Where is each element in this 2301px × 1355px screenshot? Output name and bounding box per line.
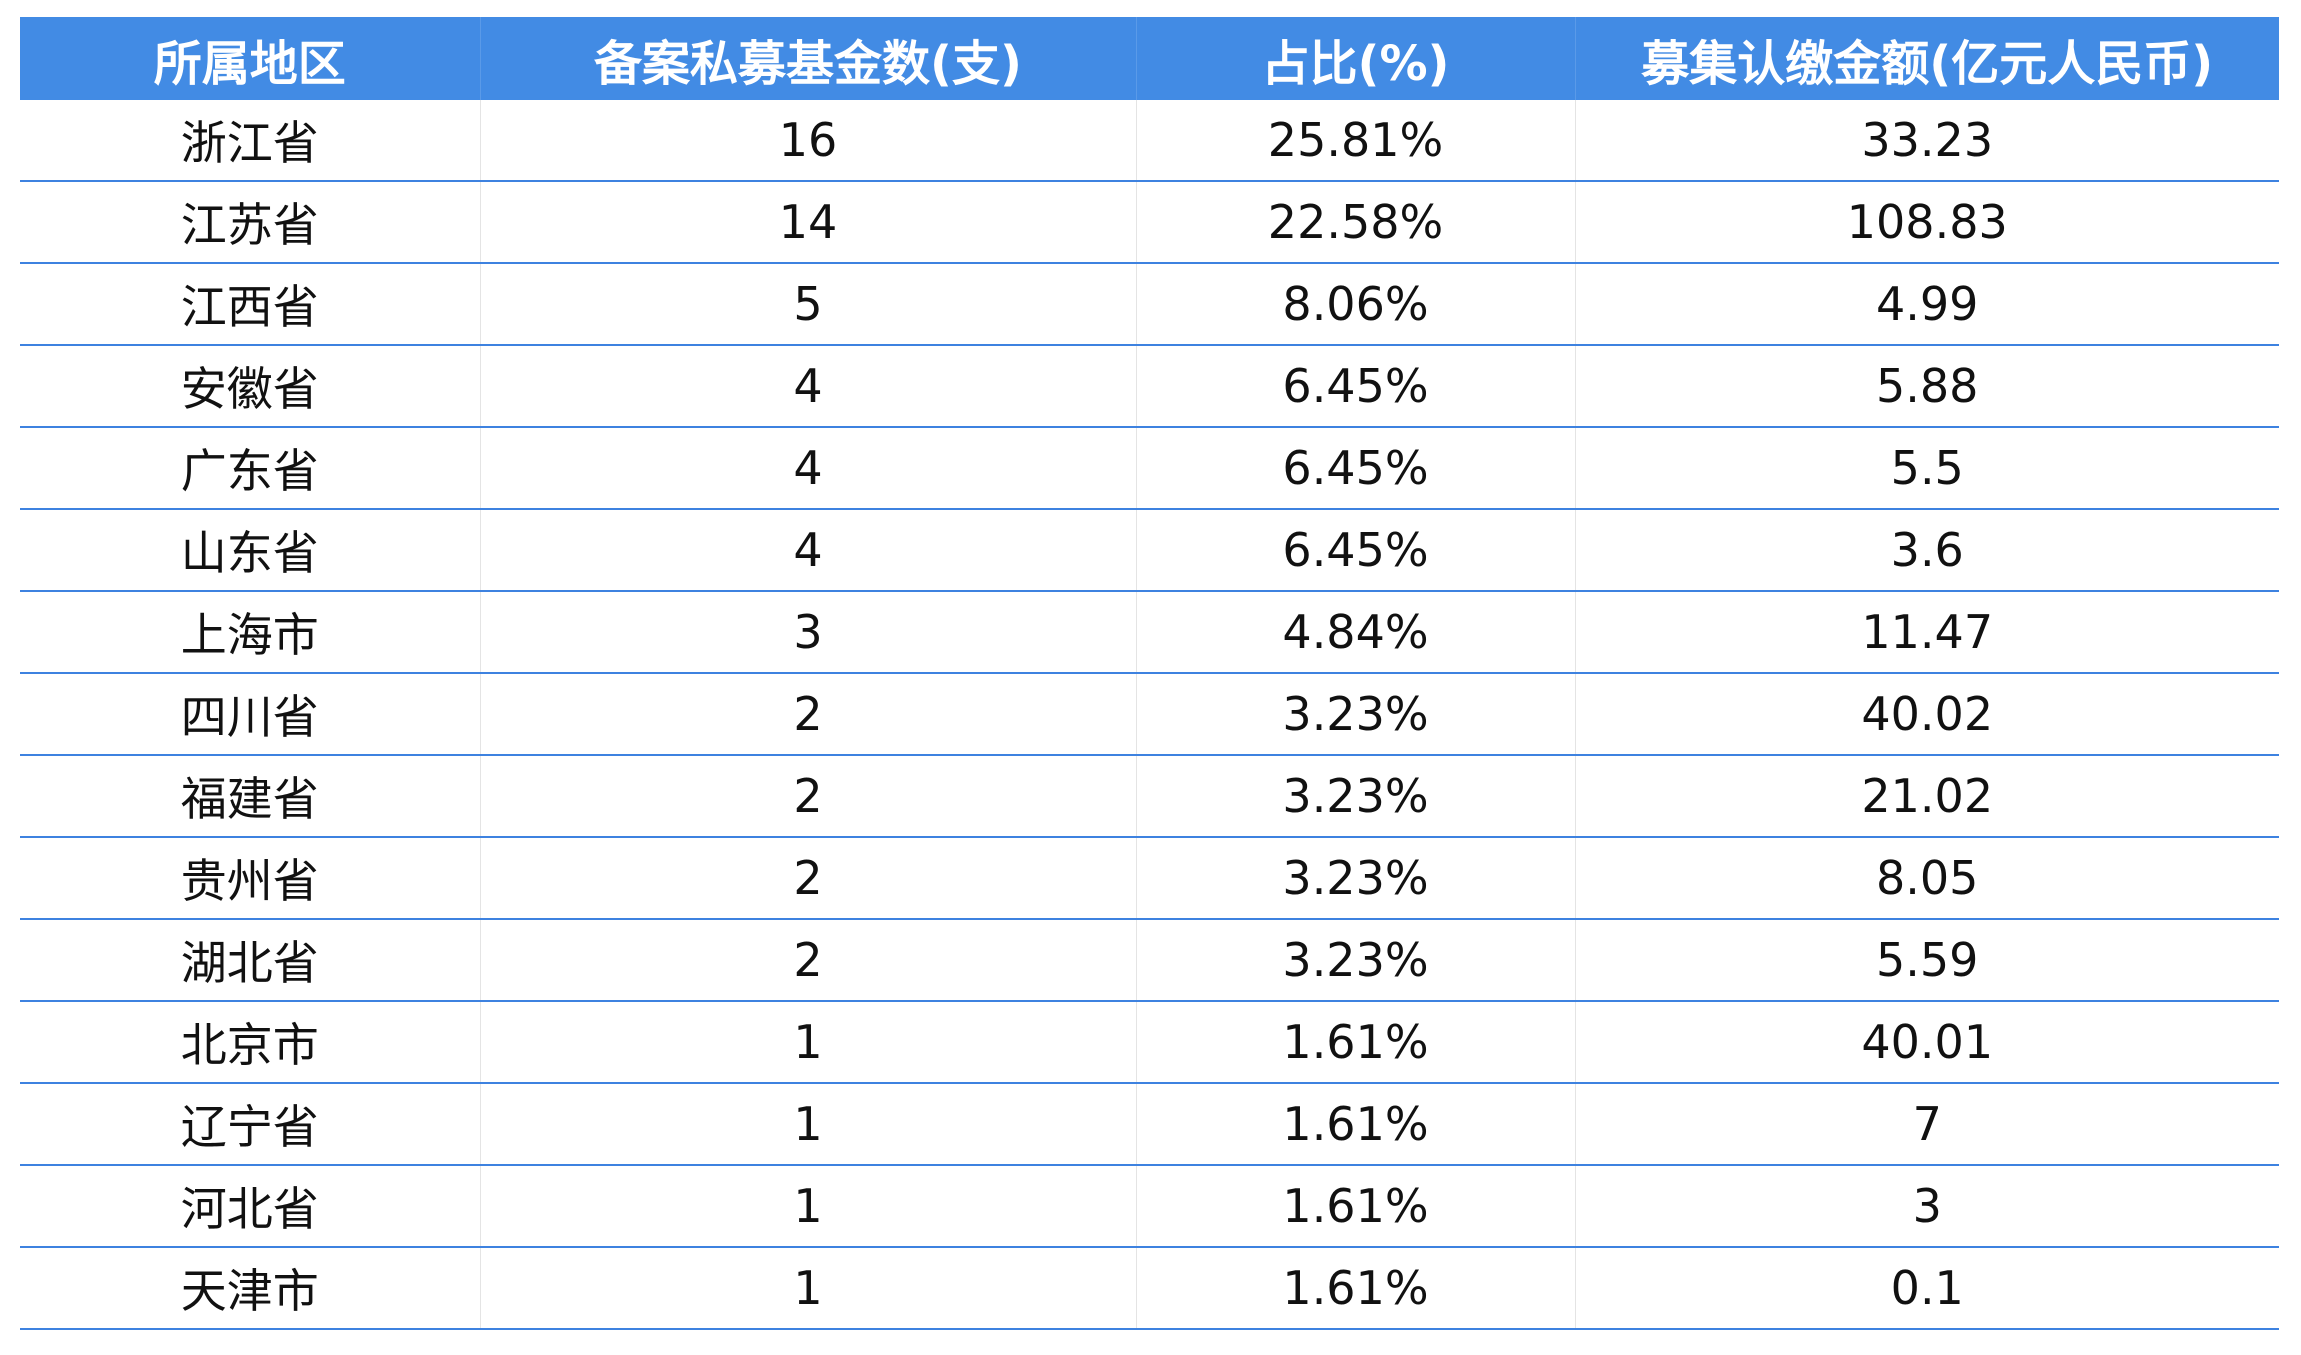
table-cell: 2: [480, 837, 1137, 920]
data-table: 所属地区 备案私募基金数(支) 占比(%) 募集认缴金额(亿元人民币) 浙江省 16 25…: [20, 17, 2279, 1330]
table-row: 河北省 1 1.61% 3: [20, 1165, 2279, 1248]
table-cell: 上海市: [20, 591, 481, 674]
table-row: 天津市 1 1.61% 0.1: [20, 1247, 2279, 1330]
table-cell: 广东省: [20, 427, 481, 510]
table-row: 上海市 3 4.84% 11.47: [20, 591, 2279, 674]
table-cell: 3: [480, 591, 1137, 674]
table-cell: 贵州省: [20, 837, 481, 920]
table-cell: 1.61%: [1136, 1001, 1576, 1084]
table-cell: 3: [1575, 1165, 2279, 1248]
table-cell: 2: [480, 919, 1137, 1002]
table-cell: 14: [480, 181, 1137, 264]
table-row: 贵州省 2 3.23% 8.05: [20, 837, 2279, 920]
table-cell: 0.1: [1575, 1247, 2279, 1330]
table-cell: 4.84%: [1136, 591, 1576, 674]
table-cell: 7: [1575, 1083, 2279, 1166]
table-cell: 5: [480, 263, 1137, 346]
table-cell: 4: [480, 427, 1137, 510]
table-cell: 辽宁省: [20, 1083, 481, 1166]
table-cell: 1.61%: [1136, 1165, 1576, 1248]
table-row: 四川省 2 3.23% 40.02: [20, 673, 2279, 756]
table-cell: 安徽省: [20, 345, 481, 428]
table-cell: 3.23%: [1136, 755, 1576, 838]
table-row: 北京市 1 1.61% 40.01: [20, 1001, 2279, 1084]
table-cell: 25.81%: [1136, 100, 1576, 182]
column-header: 募集认缴金额(亿元人民币): [1575, 17, 2279, 100]
table-cell: 6.45%: [1136, 427, 1576, 510]
table-cell: 福建省: [20, 755, 481, 838]
table-cell: 16: [480, 100, 1137, 182]
table-cell: 北京市: [20, 1001, 481, 1084]
table-cell: 4: [480, 509, 1137, 592]
table-cell: 4: [480, 345, 1137, 428]
table-cell: 1: [480, 1083, 1137, 1166]
table-cell: 40.02: [1575, 673, 2279, 756]
column-header: 所属地区: [20, 17, 481, 100]
table-cell: 6.45%: [1136, 509, 1576, 592]
column-header: 占比(%): [1136, 17, 1576, 100]
table-cell: 江苏省: [20, 181, 481, 264]
table-cell: 1: [480, 1247, 1137, 1330]
column-header: 备案私募基金数(支): [480, 17, 1137, 100]
table-cell: 1: [480, 1165, 1137, 1248]
table-cell: 5.88: [1575, 345, 2279, 428]
table-row: 江西省 5 8.06% 4.99: [20, 263, 2279, 346]
table-cell: 3.23%: [1136, 673, 1576, 756]
table-cell: 四川省: [20, 673, 481, 756]
table-cell: 5.59: [1575, 919, 2279, 1002]
table-row: 福建省 2 3.23% 21.02: [20, 755, 2279, 838]
table-cell: 2: [480, 673, 1137, 756]
table-cell: 4.99: [1575, 263, 2279, 346]
table-cell: 22.58%: [1136, 181, 1576, 264]
table-cell: 1.61%: [1136, 1083, 1576, 1166]
table-row: 江苏省 14 22.58% 108.83: [20, 181, 2279, 264]
table-cell: 5.5: [1575, 427, 2279, 510]
table-row: 山东省 4 6.45% 3.6: [20, 509, 2279, 592]
table-cell: 浙江省: [20, 100, 481, 182]
table-row: 安徽省 4 6.45% 5.88: [20, 345, 2279, 428]
table-cell: 8.05: [1575, 837, 2279, 920]
header-row: 所属地区 备案私募基金数(支) 占比(%) 募集认缴金额(亿元人民币): [20, 17, 2279, 100]
table-cell: 江西省: [20, 263, 481, 346]
table-cell: 108.83: [1575, 181, 2279, 264]
table-cell: 天津市: [20, 1247, 481, 1330]
table-row: 湖北省 2 3.23% 5.59: [20, 919, 2279, 1002]
table-cell: 40.01: [1575, 1001, 2279, 1084]
table-cell: 3.6: [1575, 509, 2279, 592]
table-cell: 21.02: [1575, 755, 2279, 838]
table-cell: 6.45%: [1136, 345, 1576, 428]
table-cell: 3.23%: [1136, 837, 1576, 920]
table-cell: 湖北省: [20, 919, 481, 1002]
table-cell: 1: [480, 1001, 1137, 1084]
table-cell: 33.23: [1575, 100, 2279, 182]
table-cell: 1.61%: [1136, 1247, 1576, 1330]
table-row: 浙江省 16 25.81% 33.23: [20, 100, 2279, 182]
table-cell: 8.06%: [1136, 263, 1576, 346]
table-cell: 3.23%: [1136, 919, 1576, 1002]
table-cell: 11.47: [1575, 591, 2279, 674]
table-cell: 山东省: [20, 509, 481, 592]
table-cell: 2: [480, 755, 1137, 838]
table-cell: 河北省: [20, 1165, 481, 1248]
table-row: 广东省 4 6.45% 5.5: [20, 427, 2279, 510]
table-row: 辽宁省 1 1.61% 7: [20, 1083, 2279, 1166]
